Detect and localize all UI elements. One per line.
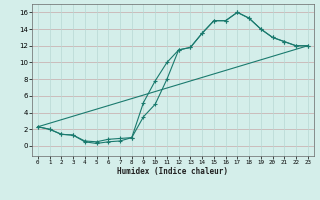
X-axis label: Humidex (Indice chaleur): Humidex (Indice chaleur) [117, 167, 228, 176]
